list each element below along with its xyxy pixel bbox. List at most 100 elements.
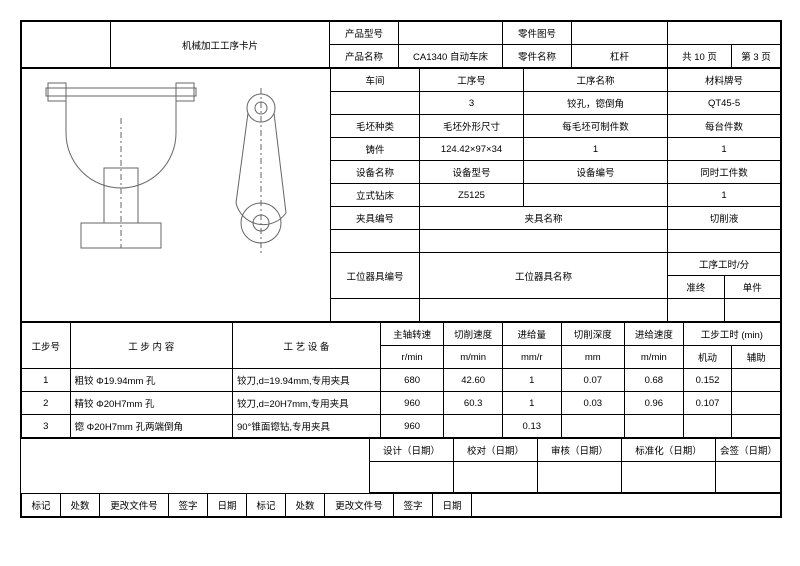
table-row: 1粗铰 Φ19.94mm 孔铰刀,d=19.94mm,专用夹具68042.601…	[22, 369, 781, 392]
count-label: 处数	[61, 494, 100, 517]
date-label: 日期	[208, 494, 247, 517]
table-row: 2精铰 Φ20H7mm 孔铰刀,d=20H7mm,专用夹具96060.310.0…	[22, 392, 781, 415]
table-cell: 1	[502, 369, 561, 392]
steptime-header: 工步工时 (min)	[683, 323, 780, 346]
cutspeed-header: 切削速度	[444, 323, 503, 346]
procno: 3	[420, 92, 524, 115]
part-name-label: 零件名称	[503, 45, 572, 68]
blanktype-label: 毛坯种类	[331, 115, 420, 138]
blanksize-label: 毛坯外形尺寸	[420, 115, 524, 138]
pages-total: 共 10 页	[668, 45, 732, 68]
equipno-label: 设备编号	[524, 161, 668, 184]
count-label2: 处数	[286, 494, 325, 517]
table-cell: 粗铰 Φ19.94mm 孔	[70, 369, 232, 392]
sign-label2: 签字	[394, 494, 433, 517]
blanksize: 124.42×97×34	[420, 138, 524, 161]
proof-label: 校对（日期）	[454, 439, 538, 462]
table-cell: 精铰 Φ20H7mm 孔	[70, 392, 232, 415]
material-label: 材料牌号	[668, 69, 781, 92]
coolant-label: 切削液	[668, 207, 781, 230]
u-feed: mm/r	[502, 346, 561, 369]
equipmodel: Z5125	[420, 184, 524, 207]
product-name-label: 产品名称	[330, 45, 399, 68]
spindle-header: 主轴转速	[380, 323, 444, 346]
part-name: 杠杆	[572, 45, 668, 68]
stationtoolname-label: 工位器具名称	[420, 253, 668, 299]
feedspeed-header: 进给速度	[625, 323, 684, 346]
table-cell: 0.96	[625, 392, 684, 415]
part-drawing	[572, 22, 668, 45]
table-cell: 0.68	[625, 369, 684, 392]
machine-header: 机动	[683, 346, 732, 369]
procno-label: 工序号	[420, 69, 524, 92]
page-no: 第 3 页	[732, 45, 781, 68]
part-drawing-label: 零件图号	[503, 22, 572, 45]
permachine-label: 每台件数	[668, 115, 781, 138]
equipname-label: 设备名称	[331, 161, 420, 184]
equipname: 立式钻床	[331, 184, 420, 207]
table-row: 3锪 Φ20H7mm 孔两端倒角90°锥面锪钻,专用夹具9600.13	[22, 415, 781, 438]
drawing-area	[22, 69, 331, 322]
design-label: 设计（日期）	[370, 439, 454, 462]
table-cell	[732, 392, 781, 415]
blankperpiece: 1	[524, 138, 668, 161]
table-cell: 60.3	[444, 392, 503, 415]
u-cutspeed: m/min	[444, 346, 503, 369]
permachine: 1	[668, 138, 781, 161]
u-cutdepth: mm	[561, 346, 624, 369]
blankperpiece-label: 每毛坯可制件数	[524, 115, 668, 138]
table-cell	[561, 415, 624, 438]
stepno-header: 工步号	[22, 323, 71, 369]
simulpieces: 1	[668, 184, 781, 207]
workshop-label: 车间	[331, 69, 420, 92]
prep-label: 准终	[668, 276, 724, 299]
table-cell: 锪 Φ20H7mm 孔两端倒角	[70, 415, 232, 438]
blanktype: 铸件	[331, 138, 420, 161]
equipment-header: 工 艺 设 备	[232, 323, 380, 369]
table-cell: 0.107	[683, 392, 732, 415]
equipmodel-label: 设备型号	[420, 161, 524, 184]
u-feedspeed: m/min	[625, 346, 684, 369]
mark-label2: 标记	[247, 494, 286, 517]
u-spindle: r/min	[380, 346, 444, 369]
mark-label: 标记	[22, 494, 61, 517]
process-card: 机械加工工序卡片 产品型号 零件图号 产品名称 CA1340 自动车床 零件名称…	[20, 20, 782, 518]
table-cell: 0.152	[683, 369, 732, 392]
table-cell: 0.13	[502, 415, 561, 438]
table-cell	[625, 415, 684, 438]
standard-label: 标准化（日期）	[622, 439, 716, 462]
unit-label: 单件	[724, 276, 780, 299]
table-cell: 960	[380, 415, 444, 438]
fixturename-label: 夹具名称	[420, 207, 668, 230]
material: QT45-5	[668, 92, 781, 115]
procname-label: 工序名称	[524, 69, 668, 92]
table-cell	[444, 415, 503, 438]
changedoc-label: 更改文件号	[100, 494, 169, 517]
table-cell: 0.07	[561, 369, 624, 392]
sign-label: 签字	[169, 494, 208, 517]
changedoc-label2: 更改文件号	[325, 494, 394, 517]
aux-header: 辅助	[732, 346, 781, 369]
proctime-label: 工序工时/分	[668, 253, 781, 276]
stationtoolno-label: 工位器具编号	[331, 253, 420, 299]
feed-header: 进给量	[502, 323, 561, 346]
fixtureno-label: 夹具编号	[331, 207, 420, 230]
approve-label: 会签（日期）	[716, 439, 781, 462]
review-label: 审核（日期）	[538, 439, 622, 462]
product-model-label: 产品型号	[330, 22, 399, 45]
table-cell: 960	[380, 392, 444, 415]
table-cell: 0.03	[561, 392, 624, 415]
table-cell: 3	[22, 415, 71, 438]
date-label2: 日期	[433, 494, 472, 517]
product-name: CA1340 自动车床	[399, 45, 503, 68]
table-cell: 42.60	[444, 369, 503, 392]
table-cell	[683, 415, 732, 438]
table-cell	[732, 369, 781, 392]
equipno	[524, 184, 668, 207]
product-model	[399, 22, 503, 45]
card-title: 机械加工工序卡片	[111, 22, 330, 68]
procname: 铰孔，锪倒角	[524, 92, 668, 115]
table-cell: 铰刀,d=19.94mm,专用夹具	[232, 369, 380, 392]
stepcontent-header: 工 步 内 容	[70, 323, 232, 369]
table-cell: 2	[22, 392, 71, 415]
